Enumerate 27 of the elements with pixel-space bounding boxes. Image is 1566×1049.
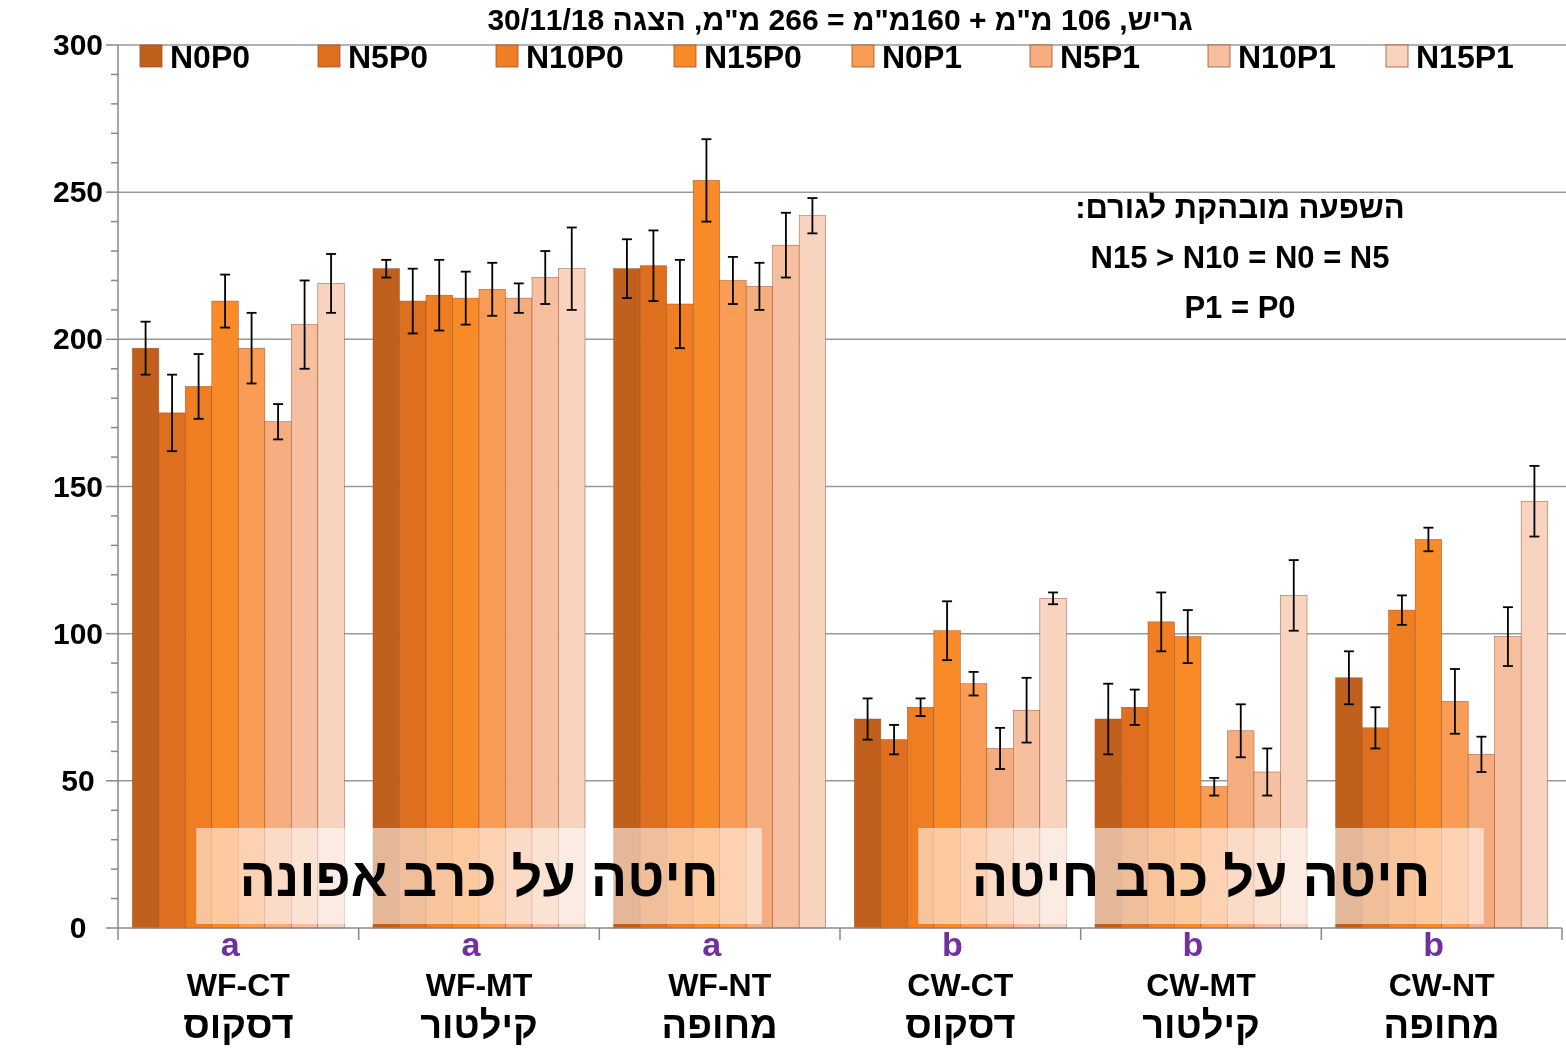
annotation: חיטה על כרב חיטה — [971, 847, 1431, 907]
annotation: P1 = P0 — [1184, 290, 1296, 325]
legend-label: N5P1 — [1060, 39, 1141, 75]
legend-label: N10P0 — [526, 39, 624, 75]
annotation: b — [1182, 925, 1204, 963]
y-tick-label: 300 — [52, 28, 104, 61]
annotation: b — [1423, 925, 1445, 963]
y-tick-label: 50 — [61, 763, 95, 797]
legend-label: N15P1 — [1416, 39, 1514, 75]
legend-label: N5P0 — [348, 39, 429, 75]
legend-label: N0P1 — [882, 39, 963, 75]
chart-title: גריש, 106 מ"מ + 160מ"מ = 266 מ"מ, הצגה 30/11/18 — [487, 3, 1193, 36]
annotation: חיטה על כרב אפונה — [239, 847, 719, 907]
annotation: a — [461, 925, 482, 963]
y-tick-label: 100 — [52, 616, 104, 650]
annotation: N15 > N10 = N0 = N5 — [1090, 240, 1390, 275]
annotation: a — [702, 925, 723, 963]
y-tick-label: 150 — [52, 469, 104, 503]
legend-label: N10P1 — [1238, 39, 1336, 75]
y-tick-label: 250 — [52, 175, 104, 209]
annotation: a — [220, 925, 241, 963]
annotation: b — [941, 925, 963, 963]
legend-label: N15P0 — [704, 39, 802, 75]
legend-label: N0P0 — [170, 39, 251, 75]
y-tick-label: 200 — [52, 322, 104, 356]
y-tick-label: 0 — [69, 911, 87, 944]
annotation: השפעה מובהקת לגורם: — [1075, 190, 1405, 225]
